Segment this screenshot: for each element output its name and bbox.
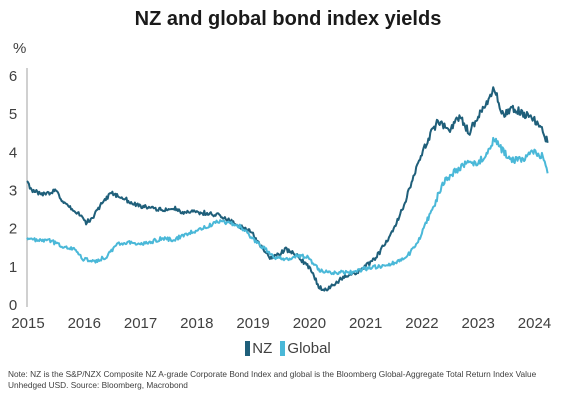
chart-note: Note: NZ is the S&P/NZX Composite NZ A-g… xyxy=(8,369,568,391)
x-tick-label: 2021 xyxy=(349,315,382,332)
legend-swatch-nz xyxy=(245,341,251,356)
x-tick-label: 2023 xyxy=(462,315,495,332)
x-tick-label: 2015 xyxy=(11,315,44,332)
x-tick-label: 2018 xyxy=(180,315,213,332)
y-tick-label: 5 xyxy=(9,106,17,123)
y-tick-label: 3 xyxy=(9,183,17,200)
legend: NZ Global xyxy=(0,340,576,360)
legend-swatch-global xyxy=(280,341,286,356)
x-tick-label: 2019 xyxy=(236,315,269,332)
legend-label-nz: NZ xyxy=(252,340,273,357)
x-tick-label: 2016 xyxy=(68,315,101,332)
legend-item-global: Global xyxy=(280,340,331,357)
y-tick-label: 4 xyxy=(9,144,17,161)
x-tick-label: 2022 xyxy=(405,315,438,332)
x-tick-label: 2024 xyxy=(518,315,551,332)
chart-title: NZ and global bond index yields xyxy=(134,8,442,30)
y-tick-label: 2 xyxy=(9,221,17,238)
series-line-global xyxy=(26,136,549,276)
y-tick-label: 1 xyxy=(9,259,17,276)
x-tick-label: 2020 xyxy=(293,315,326,332)
y-tick-label: 6 xyxy=(9,68,17,85)
series-line-nz xyxy=(26,86,549,292)
note-line-1: Note: NZ is the S&P/NZX Composite NZ A-g… xyxy=(8,369,537,379)
legend-label-global: Global xyxy=(287,340,331,357)
y-tick-label: 0 xyxy=(9,297,17,314)
note-line-2: Unhedged USD. Source: Bloomberg, Macrobo… xyxy=(8,380,188,390)
legend-item-nz: NZ xyxy=(245,340,272,357)
y-axis-unit-label: % xyxy=(13,40,27,57)
x-tick-label: 2017 xyxy=(124,315,157,332)
